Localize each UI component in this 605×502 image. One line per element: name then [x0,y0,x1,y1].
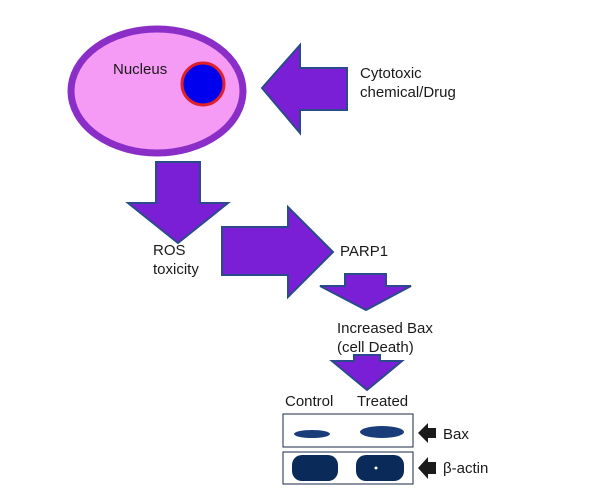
ros-label: ROS toxicity [153,241,199,279]
drug-label-line-1: Cytotoxic [360,65,422,82]
ros-to-parp-arrow [221,204,335,300]
ros-label-line-1: ROS [153,242,186,259]
drug-arrow [260,42,348,136]
parp-label: PARP1 [340,243,389,260]
bax-band-control [294,430,330,438]
drug-label-line-2: chemical/Drug [360,84,456,101]
nucleus [180,61,226,107]
cell [67,25,247,157]
lane-label-control: Control [285,393,334,410]
row-label-bax: Bax [443,426,469,443]
ros-label-line-2: toxicity [153,261,199,278]
bax-increase-line-2: (cell Death) [337,339,414,356]
bax-band-treated [360,426,404,438]
bax-row-arrow [418,423,436,443]
bax-increase-label: Increased Bax (cell Death) [337,319,433,357]
row-label-actin: β-actin [443,460,489,477]
drug-label: Cytotoxic chemical/Drug [360,64,456,102]
cell-to-ros-arrow [125,161,231,245]
bax-to-blot-arrow [329,354,405,392]
nucleus-label: Nucleus [113,61,168,78]
parp-to-bax-arrow [319,273,412,312]
lane-label-treated: Treated [357,393,409,410]
actin-band-treated [356,455,404,481]
actin-band-control [292,455,338,481]
actin-row-arrow [418,457,436,479]
bax-increase-line-1: Increased Bax [337,320,433,337]
